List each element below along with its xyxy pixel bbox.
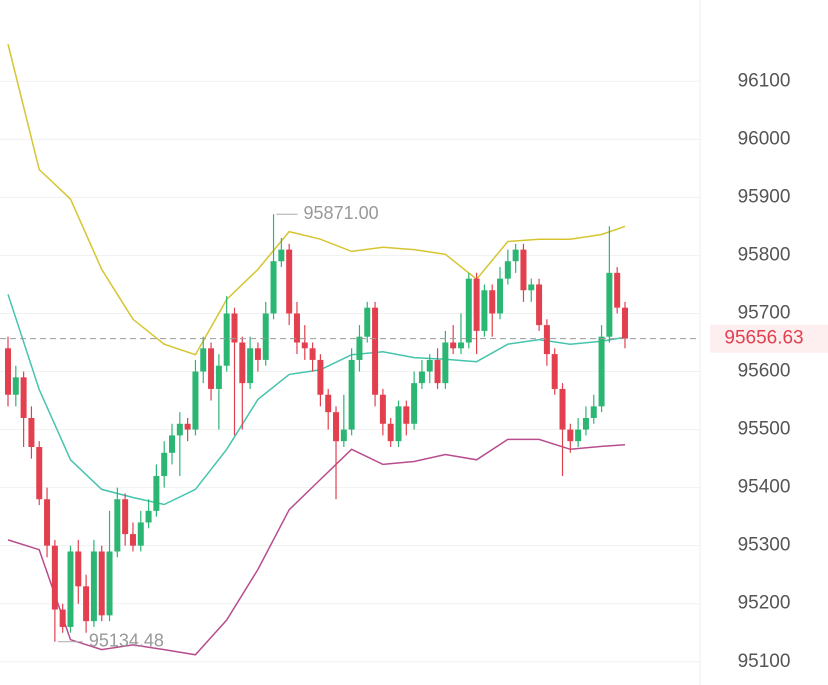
- annotation-label: 95871.00: [304, 203, 379, 223]
- candle-body: [325, 394, 332, 413]
- candle-body: [512, 249, 519, 262]
- candle-body: [208, 348, 215, 389]
- candle-body: [575, 429, 582, 442]
- y-tick-label: 95800: [738, 244, 791, 265]
- candle-body: [418, 371, 425, 384]
- candle-body: [606, 272, 613, 337]
- y-tick-label: 96100: [738, 70, 791, 91]
- candle-body: [286, 249, 293, 314]
- y-tick-label: 96000: [738, 128, 791, 149]
- y-tick-label: 95700: [738, 302, 791, 323]
- candle-body: [28, 417, 35, 447]
- candle-body: [12, 377, 19, 395]
- candle-body: [387, 423, 394, 442]
- candle-body: [200, 348, 207, 372]
- bollinger-lower: [7, 438, 626, 656]
- candle-body: [442, 342, 449, 384]
- candle-body: [247, 348, 254, 384]
- candle-body: [137, 522, 144, 546]
- candle-body: [90, 551, 97, 622]
- candle-body: [528, 284, 535, 291]
- candle-body: [75, 551, 82, 587]
- y-tick-label: 95600: [738, 361, 791, 382]
- last-price-label: 95656.63: [724, 328, 803, 349]
- candle-body: [465, 278, 472, 343]
- candle-body: [184, 423, 191, 430]
- candle-body: [44, 499, 51, 546]
- candle-body: [301, 342, 308, 349]
- candle-body: [356, 336, 363, 360]
- y-tick-label: 95300: [738, 535, 791, 556]
- candle-body: [317, 359, 324, 395]
- candle-body: [473, 278, 480, 331]
- candle-body: [153, 476, 160, 511]
- y-tick-label: 95400: [738, 477, 791, 498]
- candle-body: [614, 272, 621, 308]
- candle-body: [497, 278, 504, 314]
- candle-body: [192, 371, 199, 430]
- candle-body: [254, 348, 261, 360]
- candle-body: [293, 313, 300, 343]
- candle-body: [59, 609, 66, 627]
- candle-body: [489, 290, 496, 314]
- candle-body: [231, 313, 238, 343]
- candle-body: [582, 417, 589, 430]
- candle-body: [333, 412, 340, 442]
- candle-body: [239, 342, 246, 384]
- candle-body: [567, 429, 574, 442]
- candle-body: [106, 551, 113, 616]
- y-tick-label: 95100: [738, 651, 791, 672]
- candle-body: [559, 388, 566, 430]
- candle-body: [590, 406, 597, 418]
- candle-body: [98, 551, 105, 616]
- candle-body: [36, 446, 43, 500]
- candle-body: [520, 249, 527, 291]
- last-price-box: [710, 324, 828, 353]
- candle-body: [340, 429, 347, 442]
- candle-body: [621, 307, 628, 339]
- candle-body: [395, 406, 402, 442]
- candle-body: [215, 365, 222, 389]
- candle-body: [536, 284, 543, 326]
- candle-body: [278, 249, 285, 262]
- candle-body: [51, 545, 58, 610]
- candle-body: [598, 336, 605, 407]
- candle-body: [122, 499, 129, 535]
- candle-body: [543, 325, 550, 355]
- candle-body: [145, 510, 152, 523]
- candle-body: [481, 290, 488, 331]
- candle-body: [309, 348, 316, 360]
- candle-body: [450, 342, 457, 349]
- candle-body: [176, 423, 183, 436]
- annotation-label: 95134.48: [89, 631, 164, 651]
- y-tick-label: 95500: [738, 419, 791, 440]
- candle-body: [161, 452, 168, 477]
- candle-body: [551, 354, 558, 389]
- candle-body: [5, 348, 11, 395]
- candle-body: [262, 313, 269, 360]
- candle-body: [83, 586, 90, 622]
- candle-body: [270, 261, 277, 314]
- candle-body: [403, 406, 410, 424]
- y-tick-label: 95200: [738, 593, 791, 614]
- candle-body: [67, 551, 74, 627]
- candle-body: [348, 359, 355, 430]
- candle-body: [457, 342, 464, 349]
- candle-body: [372, 307, 379, 395]
- candle-body: [114, 499, 121, 552]
- candle-body: [434, 359, 441, 384]
- candle-body: [411, 383, 418, 424]
- candle-body: [426, 359, 433, 372]
- candle-body: [364, 307, 371, 337]
- y-tick-label: 95900: [738, 186, 791, 207]
- bollinger-upper: [7, 43, 626, 356]
- candle-body: [379, 394, 386, 424]
- candle-body: [129, 534, 136, 546]
- candle-body: [20, 377, 27, 418]
- candle-body: [223, 313, 230, 366]
- candle-body: [169, 435, 176, 453]
- candle-body: [504, 261, 511, 279]
